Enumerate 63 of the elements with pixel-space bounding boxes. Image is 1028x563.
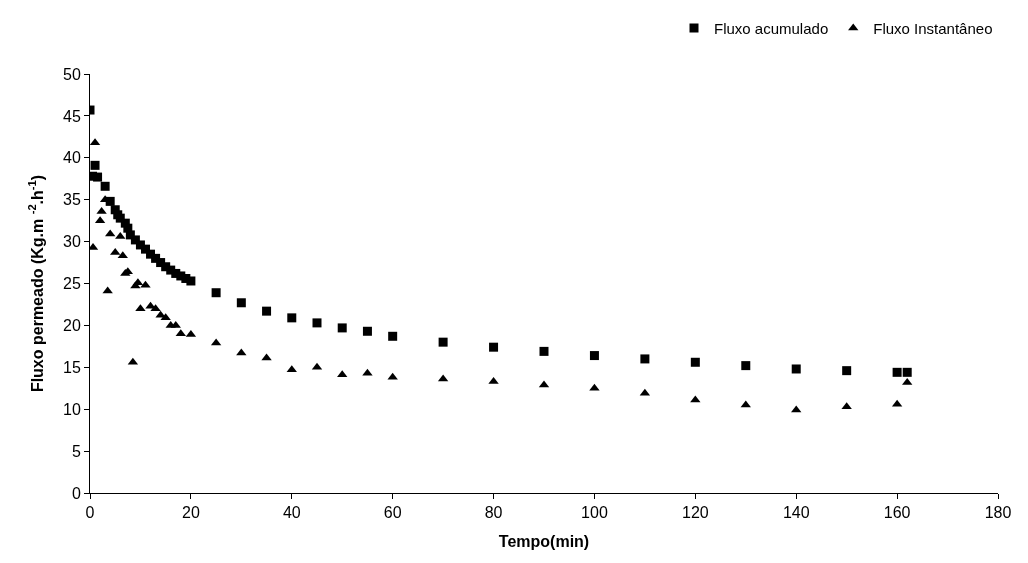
point (170, 320, 181, 328)
legend-label: Fluxo acumulado (714, 19, 829, 37)
point (93, 172, 103, 182)
x-tick-label: 0 (85, 504, 95, 522)
y-tick-label: 35 (63, 191, 81, 209)
point (842, 366, 852, 376)
point (100, 181, 110, 191)
x-tick-label: 160 (883, 504, 911, 522)
y-tick-label: 45 (63, 107, 81, 125)
legend-label: Fluxo Instantâneo (873, 19, 993, 37)
point (741, 361, 751, 371)
point (211, 288, 221, 298)
point (387, 372, 398, 380)
x-tick-label: 80 (484, 504, 503, 522)
point (892, 367, 902, 377)
point (589, 351, 599, 361)
point (96, 206, 107, 214)
point (236, 348, 247, 356)
point (791, 405, 802, 413)
point (312, 318, 322, 328)
point (117, 251, 128, 259)
point (287, 313, 297, 323)
x-tick-label: 180 (984, 504, 1012, 522)
y-tick-label: 20 (63, 317, 81, 334)
point (362, 326, 372, 336)
point (791, 364, 801, 374)
x-tick-label: 120 (681, 504, 709, 522)
point (902, 377, 913, 385)
point (160, 313, 171, 321)
point (690, 395, 701, 403)
y-tick-label: 40 (63, 149, 81, 167)
point (337, 370, 348, 378)
point (388, 331, 398, 341)
point (489, 342, 499, 352)
x-tick-label: 40 (282, 504, 301, 522)
y-tick-label: 15 (63, 358, 81, 376)
point (902, 367, 912, 377)
x-tick-label: 100 (581, 504, 608, 522)
y-tick-label: 10 (63, 400, 81, 418)
y-tick-label: 30 (63, 233, 81, 251)
x-tick-label: 20 (181, 504, 200, 522)
point (90, 242, 99, 250)
x-tick-label: 140 (782, 504, 810, 522)
point (110, 247, 121, 255)
point (740, 400, 751, 408)
x-axis-title: Tempo(min) (498, 532, 590, 550)
y-tick-label: 50 (63, 65, 81, 83)
x-tick-label: 60 (383, 504, 402, 522)
point (236, 298, 246, 308)
point (337, 323, 347, 333)
point (90, 160, 100, 170)
point (262, 306, 272, 316)
y-tick-label: 0 (71, 484, 81, 502)
y-tick-label: 5 (71, 442, 81, 460)
point (286, 365, 297, 373)
point (186, 276, 196, 286)
point (438, 337, 448, 347)
point (539, 346, 549, 356)
point (175, 329, 186, 337)
point (640, 354, 650, 364)
point (690, 357, 700, 367)
point (589, 383, 600, 391)
y-tick-label: 25 (63, 275, 81, 293)
